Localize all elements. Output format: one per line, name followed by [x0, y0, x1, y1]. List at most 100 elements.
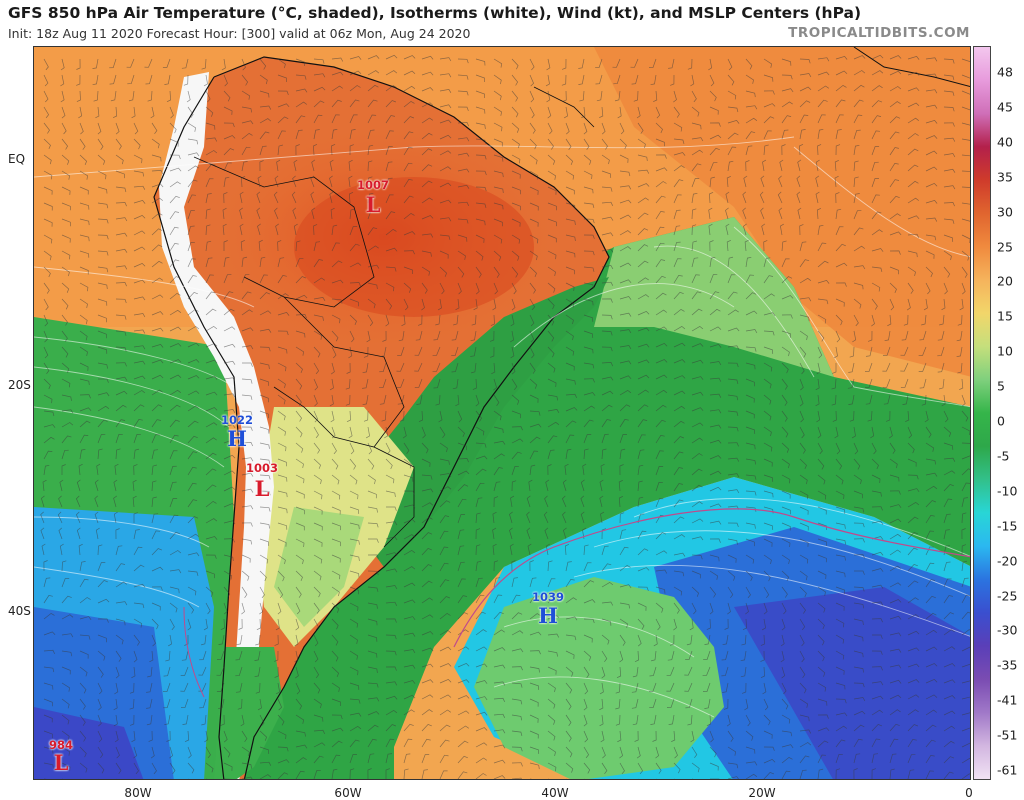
- wind-barb: [961, 773, 970, 779]
- wind-barb: [151, 374, 164, 380]
- wind-barb: [527, 543, 532, 556]
- wind-barb: [331, 71, 344, 76]
- wind-barb: [115, 265, 128, 270]
- wind-barb: [601, 746, 606, 759]
- wind-barb: [367, 245, 379, 252]
- wind-barb: [871, 282, 881, 292]
- wind-barb: [169, 138, 179, 147]
- wind-barb: [634, 650, 639, 663]
- wind-barb: [781, 346, 790, 357]
- map-panel[interactable]: [33, 46, 971, 780]
- wind-barb: [457, 201, 470, 206]
- wind-barb: [943, 470, 956, 476]
- wind-barb: [780, 223, 784, 236]
- wind-barb: [709, 191, 714, 204]
- wind-barb: [115, 314, 127, 320]
- wind-barb: [742, 618, 747, 631]
- wind-barb: [511, 138, 520, 149]
- wind-barb: [781, 618, 786, 631]
- wind-barb: [457, 578, 466, 588]
- wind-barb: [205, 484, 217, 492]
- wind-barb: [655, 211, 665, 220]
- brand-watermark[interactable]: TROPICALTIDBITS.COM: [788, 25, 970, 41]
- wind-barb: [961, 696, 970, 700]
- wind-barb: [691, 90, 697, 103]
- wind-barb: [943, 122, 955, 127]
- wind-barb: [547, 186, 557, 195]
- wind-barb: [421, 564, 433, 572]
- wind-barb: [205, 208, 211, 220]
- wind-barb: [817, 698, 828, 706]
- wind-barb: [133, 390, 146, 396]
- wind-barb: [853, 602, 865, 609]
- wind-barb: [198, 666, 207, 676]
- wind-barb: [961, 74, 970, 83]
- wind-barb: [493, 496, 499, 508]
- wind-barb: [511, 298, 516, 311]
- wind-barb: [61, 186, 71, 195]
- wind-barb: [277, 330, 289, 336]
- wind-barb: [133, 360, 146, 365]
- wind-barb: [817, 650, 825, 662]
- wind-barb: [853, 768, 858, 779]
- wind-barb: [727, 378, 739, 384]
- wind-barb: [871, 490, 882, 497]
- wind-barb: [313, 506, 323, 515]
- wind-barb: [961, 712, 970, 716]
- wind-barb: [367, 314, 374, 327]
- wind-barb: [169, 586, 180, 594]
- wind-barb: [511, 202, 521, 211]
- wind-barb: [76, 527, 81, 540]
- wind-barb: [421, 148, 433, 156]
- wind-barb: [313, 570, 322, 581]
- wind-barb: [313, 682, 321, 694]
- lat-label-20s: 20S: [8, 378, 31, 392]
- wind-barb: [205, 343, 218, 348]
- wind-barb: [259, 442, 270, 449]
- lat-label-40s: 40S: [8, 604, 31, 618]
- wind-barb: [295, 490, 305, 499]
- wind-barb: [313, 129, 320, 140]
- wind-barb: [871, 506, 883, 511]
- wind-barb: [937, 330, 945, 341]
- wind-barb: [925, 629, 938, 636]
- wind-barb: [925, 472, 938, 477]
- wind-barb: [600, 730, 605, 743]
- wind-barb: [313, 143, 318, 156]
- wind-barb: [601, 581, 614, 588]
- wind-barb: [421, 474, 433, 480]
- wind-barb: [313, 729, 326, 735]
- wind-barb: [797, 207, 802, 220]
- wind-barb: [367, 618, 378, 626]
- wind-barb: [493, 577, 501, 588]
- wind-barb: [601, 265, 614, 270]
- wind-barb: [187, 533, 200, 540]
- wind-barb: [961, 544, 967, 556]
- wind-barb: [673, 359, 686, 364]
- wind-barb: [475, 560, 482, 572]
- wind-barb: [529, 714, 539, 723]
- wind-barb: [421, 502, 434, 508]
- colorbar-tick-label: 35: [997, 169, 1013, 185]
- wind-barb: [241, 488, 254, 493]
- wind-barb: [637, 138, 646, 149]
- wind-barb: [925, 663, 938, 668]
- wind-barb: [853, 442, 859, 455]
- wind-barb: [763, 570, 771, 582]
- wind-barb: [799, 602, 806, 614]
- wind-barb: [187, 152, 200, 157]
- wind-barb: [619, 360, 632, 365]
- wind-barb: [601, 314, 613, 320]
- wind-barb: [835, 602, 845, 611]
- wind-barb: [511, 480, 517, 492]
- wind-barb: [169, 569, 182, 574]
- wind-barb: [727, 746, 736, 756]
- wind-barb: [943, 153, 956, 158]
- wind-barb: [847, 378, 855, 389]
- wind-barb: [385, 211, 396, 220]
- wind-barb: [439, 663, 452, 668]
- wind-barb: [745, 490, 757, 496]
- wind-barb: [205, 437, 217, 444]
- wind-barb: [275, 682, 280, 695]
- wind-barb: [925, 485, 938, 492]
